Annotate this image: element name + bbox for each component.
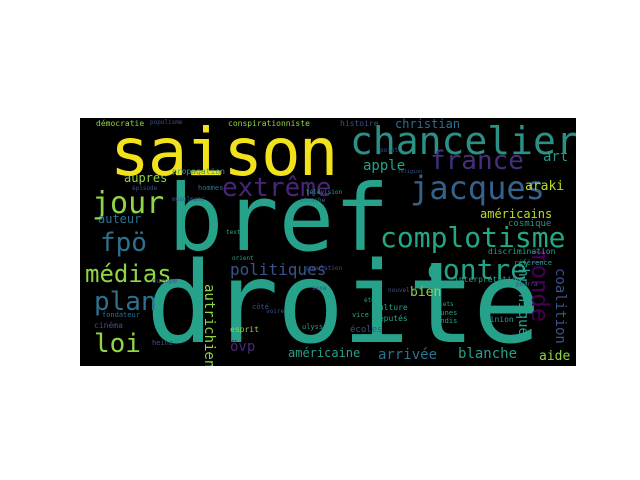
word: députés xyxy=(374,314,408,323)
word: art xyxy=(543,149,569,165)
word: bref xyxy=(168,165,390,272)
word: saison xyxy=(110,118,338,191)
word: côté xyxy=(252,303,269,311)
word: strache xyxy=(300,197,326,204)
word: autrichiens xyxy=(201,284,217,366)
word: épisode xyxy=(132,185,158,192)
word: musulmans xyxy=(172,196,205,203)
word: övp xyxy=(230,339,256,355)
word: apple xyxy=(363,158,406,174)
word: populisme xyxy=(150,119,183,126)
word: texte xyxy=(226,229,245,236)
word: chronique xyxy=(515,260,531,336)
word: bien xyxy=(410,285,442,300)
word: esprit xyxy=(230,325,259,334)
word: jaunes xyxy=(432,309,458,317)
word-cloud: bref droite saison chancelier france ext… xyxy=(80,118,576,366)
word: fpö xyxy=(100,228,147,258)
word: orient xyxy=(232,255,254,262)
word: droite xyxy=(146,239,541,366)
word: population xyxy=(306,265,343,272)
word: politiques xyxy=(230,260,327,279)
word: complotisme xyxy=(380,221,566,254)
word: loi xyxy=(94,329,141,359)
word: télévision xyxy=(306,189,343,196)
word: arrivée xyxy=(378,347,438,363)
word: plan xyxy=(94,287,157,317)
word: médias xyxy=(85,260,172,288)
word: araki xyxy=(525,179,565,194)
word: été xyxy=(364,297,375,304)
word: sexe xyxy=(312,285,327,292)
word: cinéma xyxy=(94,321,123,330)
word: jacques xyxy=(410,169,545,207)
word: christian xyxy=(395,118,461,131)
word: jour xyxy=(92,186,165,221)
word: histoire xyxy=(340,119,379,128)
word: démocratie xyxy=(96,119,145,128)
word: américains xyxy=(480,207,553,221)
word: pourra xyxy=(516,281,538,288)
word: religion xyxy=(398,169,423,175)
word: chancelier xyxy=(350,119,576,163)
word: extrême xyxy=(222,173,332,203)
word: nouvelle xyxy=(388,287,417,294)
word: vice xyxy=(352,311,369,319)
word: américaine xyxy=(288,346,361,360)
word: propagation xyxy=(172,167,225,176)
word: gilets xyxy=(432,301,454,308)
word: cosmique xyxy=(508,219,552,229)
word: conspirationniste xyxy=(228,119,310,128)
word: culture xyxy=(374,303,408,312)
word: heinz xyxy=(152,339,174,347)
word: tandis xyxy=(432,317,458,325)
word: coalition xyxy=(552,268,568,344)
word: opinion xyxy=(480,315,514,324)
word: france xyxy=(430,146,524,176)
word: voire xyxy=(266,308,285,315)
word: écoles xyxy=(350,325,383,335)
word: europe xyxy=(152,277,178,285)
word: point xyxy=(380,147,399,154)
word: référence xyxy=(514,259,552,267)
word: contre xyxy=(426,253,528,286)
word: interprétation xyxy=(454,275,522,284)
word: blanche xyxy=(458,346,518,362)
word: auteur xyxy=(98,212,142,226)
word: auprès xyxy=(124,171,168,185)
word: hommes xyxy=(198,184,224,192)
word: ulysses xyxy=(302,323,332,331)
word: fondateur xyxy=(102,311,140,319)
word: discrimination xyxy=(488,247,556,256)
word: aide xyxy=(539,349,571,364)
